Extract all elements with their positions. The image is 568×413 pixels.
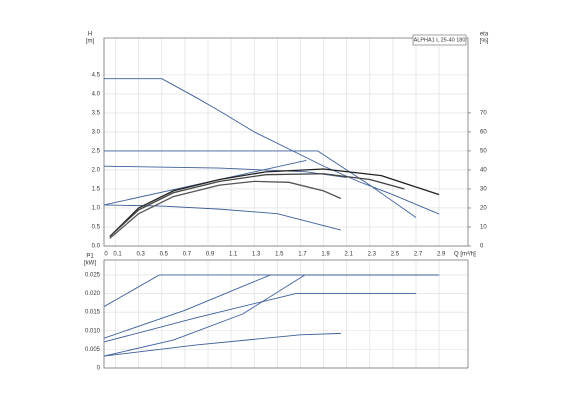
- y-tick-label: 4.0: [92, 91, 101, 97]
- x-tick-label: 1.3: [252, 252, 261, 258]
- y2-tick-label: 20: [480, 206, 487, 212]
- y-tick-label: 0.005: [85, 347, 101, 353]
- y-tick-label: 0.010: [85, 328, 101, 334]
- x-axis-label: Q [m³/h]: [454, 252, 476, 258]
- x-tick-label: 0: [104, 252, 108, 258]
- y2-tick-label: 50: [480, 149, 487, 155]
- x-tick-label: 0.3: [136, 252, 145, 258]
- series-line: [109, 173, 405, 237]
- y-tick-label: 0.5: [92, 225, 101, 231]
- x-tick-label: 2.5: [391, 252, 400, 258]
- x-tick-label: 0.9: [206, 252, 215, 258]
- y2-tick-label: 10: [480, 225, 487, 231]
- y-tick-label: 3.0: [92, 130, 101, 136]
- y-tick-label: 1.0: [92, 206, 101, 212]
- series-line: [104, 150, 417, 218]
- y2-axis-label: eta: [480, 32, 489, 38]
- x-tick-label: 1.5: [275, 252, 284, 258]
- y-axis-label: P1: [86, 254, 94, 260]
- series-line: [109, 180, 342, 239]
- plot-frame: [103, 259, 469, 369]
- x-tick-label: 2.9: [437, 252, 446, 258]
- y2-axis-unit: [%]: [480, 39, 489, 45]
- y-axis-label: H: [88, 32, 92, 38]
- chart-title: ALPHA1 L 25-40 180: [414, 37, 466, 43]
- y-tick-label: 4.5: [92, 72, 101, 78]
- y-tick-label: 0.020: [85, 291, 101, 297]
- y-axis-unit: [kW]: [84, 261, 96, 267]
- series-line: [103, 293, 416, 343]
- x-tick-label: 1.9: [321, 252, 330, 258]
- y2-tick-label: 0: [480, 244, 484, 250]
- y-tick-label: 0.015: [85, 310, 101, 316]
- y-tick-label: 2.0: [92, 168, 101, 174]
- y2-tick-label: 30: [480, 187, 487, 193]
- y2-tick-label: 40: [480, 168, 487, 174]
- title-box: [412, 34, 467, 46]
- x-tick-label: 0.7: [183, 252, 192, 258]
- y-tick-label: 0: [97, 366, 101, 372]
- series-line: [104, 78, 440, 215]
- y-tick-label: 0.025: [85, 272, 101, 278]
- y2-tick-label: 70: [480, 110, 487, 116]
- y-tick-label: 1.5: [92, 187, 101, 193]
- y-tick-label: 2.5: [92, 149, 101, 155]
- x-tick-label: 2.3: [368, 252, 377, 258]
- y2-tick-label: 60: [480, 130, 487, 136]
- y-axis-unit: [m]: [86, 39, 95, 45]
- x-tick-label: 2.1: [344, 252, 353, 258]
- y-tick-label: 3.5: [92, 110, 101, 116]
- x-tick-label: 1.7: [298, 252, 307, 258]
- x-tick-label: 0.1: [113, 252, 122, 258]
- y-tick-label: 0.0: [92, 244, 101, 250]
- series-line: [109, 168, 440, 237]
- series-line: [103, 332, 341, 357]
- plot-frame: [103, 37, 469, 247]
- series-line: [103, 274, 440, 357]
- x-tick-label: 0.5: [160, 252, 169, 258]
- x-tick-label: 1.1: [229, 252, 238, 258]
- x-tick-label: 2.7: [414, 252, 423, 258]
